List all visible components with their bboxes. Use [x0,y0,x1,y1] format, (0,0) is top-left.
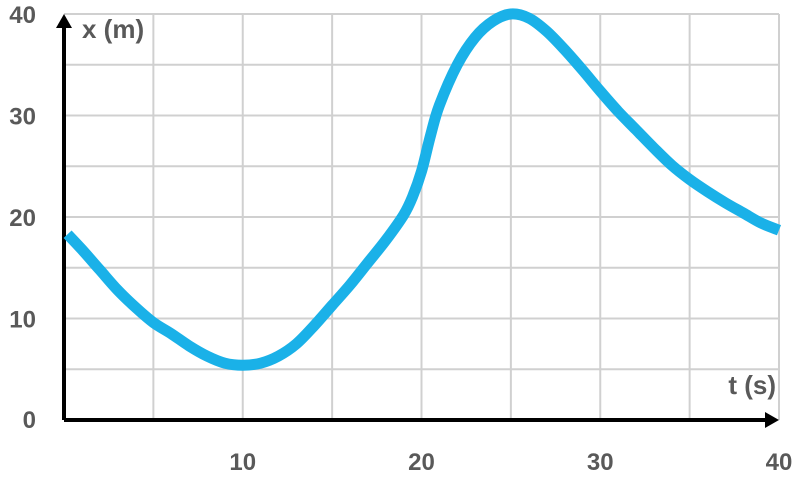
series-layer [63,8,782,371]
y-tick-label: 40 [9,2,36,29]
y-tick-label: 0 [23,407,36,434]
y-tick-label: 30 [9,104,36,131]
y-tick-label: 20 [9,205,36,232]
y-axis-title: x (m) [82,14,144,44]
position-curve [63,8,782,371]
grid [64,13,780,420]
tick-labels: 10 20 30 40 0 10 20 30 40 [9,2,792,476]
x-axis-title: t (s) [728,370,776,400]
x-tick-label: 30 [587,449,614,476]
x-tick-label: 40 [766,449,793,476]
x-tick-label: 10 [229,449,256,476]
x-tick-label: 20 [408,449,435,476]
axes [56,14,779,428]
y-axis-arrowhead [56,14,72,28]
x-axis-arrowhead [765,412,779,428]
y-tick-label: 10 [9,307,36,334]
